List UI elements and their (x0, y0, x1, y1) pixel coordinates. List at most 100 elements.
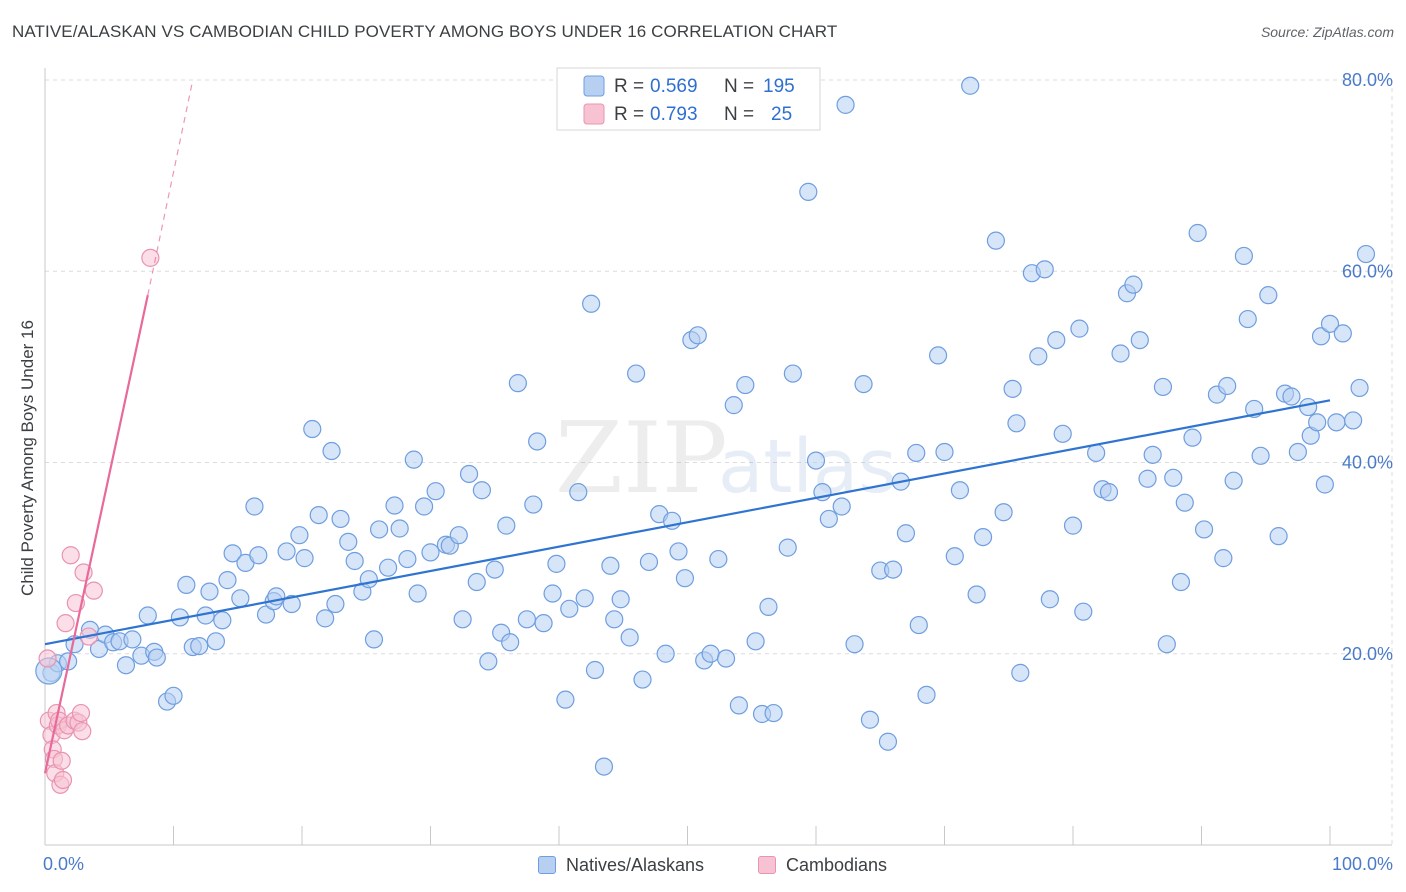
data-point-natives (854, 374, 873, 394)
data-point-natives (878, 732, 898, 751)
data-point-natives (316, 609, 335, 628)
data-point-natives (326, 594, 345, 614)
data-point-cambodians (53, 770, 73, 790)
data-point-natives (408, 584, 427, 603)
data-point-natives (1299, 397, 1318, 417)
x-tick-label: 100.0% (1332, 854, 1393, 874)
data-point-natives (1053, 424, 1072, 443)
legend-n-label-2: N = (724, 104, 754, 125)
legend-swatch-cambodians (758, 856, 776, 874)
data-point-natives (594, 757, 614, 776)
data-point-natives (1333, 324, 1352, 343)
data-point-natives (459, 464, 479, 484)
data-point-natives (746, 632, 765, 651)
data-point-natives (994, 503, 1013, 522)
data-point-natives (1311, 327, 1331, 346)
data-point-natives (245, 497, 264, 516)
data-point-natives (501, 633, 520, 652)
data-point-natives (582, 294, 601, 313)
y-tick-label: 80.0% (1342, 70, 1393, 90)
data-point-natives (472, 481, 491, 500)
data-point-natives (656, 644, 675, 663)
data-point-natives (421, 543, 440, 562)
data-point-natives (1063, 516, 1083, 535)
data-point-natives (404, 450, 423, 469)
chart-title: NATIVE/ALASKAN VS CAMBODIAN CHILD POVERT… (12, 22, 838, 41)
data-point-natives (1029, 347, 1048, 366)
data-point-natives (973, 527, 993, 547)
data-point-natives (845, 635, 864, 654)
data-point-natives (716, 649, 736, 668)
data-point-natives (832, 497, 851, 516)
data-point-natives (1047, 331, 1066, 350)
data-point-natives (479, 652, 498, 671)
data-point-natives (256, 605, 276, 624)
y-tick-label: 20.0% (1342, 644, 1393, 664)
data-point-natives (688, 326, 707, 345)
data-point-natives (1350, 378, 1369, 398)
data-point-natives (277, 542, 296, 561)
legend-swatch-blue (583, 75, 605, 97)
data-point-natives (724, 396, 743, 415)
data-point-natives (364, 630, 384, 649)
data-point-natives (282, 594, 301, 614)
data-point-natives (1130, 331, 1149, 350)
data-point-natives (1007, 414, 1026, 433)
legend-swatch-natives (538, 856, 556, 874)
data-point-natives (1214, 549, 1233, 568)
y-tick-labels: 20.0% 40.0% 60.0% 80.0% (1342, 70, 1393, 664)
data-point-natives (967, 585, 986, 604)
data-point-natives (1157, 635, 1176, 654)
data-point-cambodians (38, 649, 57, 668)
data-point-natives (1087, 443, 1106, 463)
data-point-natives (1153, 377, 1173, 397)
data-point-natives (1011, 663, 1030, 682)
data-point-natives (806, 451, 826, 470)
data-point-natives (1111, 344, 1130, 363)
data-point-natives (736, 375, 755, 395)
data-point-natives (385, 496, 404, 515)
data-point-natives (524, 495, 543, 514)
data-point-natives (1124, 275, 1143, 294)
data-point-natives (907, 443, 926, 463)
series-legend: Natives/Alaskans Cambodians (0, 852, 1406, 878)
data-point-natives (626, 364, 646, 383)
data-point-natives (836, 95, 855, 114)
data-point-natives (453, 610, 472, 629)
data-point-natives (147, 648, 166, 667)
trendline-natives (44, 399, 1331, 646)
data-point-natives (935, 442, 954, 462)
data-point-natives (1164, 468, 1183, 487)
legend-swatch-pink (583, 103, 605, 125)
legend-item-cambodians[interactable]: Cambodians (758, 852, 887, 878)
data-point-natives (883, 560, 903, 579)
data-point-natives (1259, 286, 1278, 305)
data-point-natives (605, 610, 624, 629)
legend-r-value-2: 0.793 (650, 104, 698, 125)
data-point-cambodians (61, 546, 80, 565)
data-point-natives (1003, 379, 1022, 398)
legend-n-value-2: 25 (771, 104, 792, 125)
data-point-natives (961, 76, 980, 95)
data-point-natives (359, 570, 378, 589)
data-point-natives (543, 584, 562, 603)
y-tick-label: 40.0% (1342, 453, 1393, 473)
x-tick-label: 0.0% (43, 854, 84, 874)
data-point-natives (1171, 572, 1191, 592)
data-point-natives (345, 551, 364, 571)
data-point-natives (759, 597, 778, 616)
legend-item-natives[interactable]: Natives/Alaskans (538, 852, 704, 878)
legend-label-cambodians: Cambodians (786, 854, 888, 875)
watermark: ZIP atlas (555, 402, 897, 516)
data-point-natives (339, 532, 358, 551)
data-point-natives (1188, 223, 1207, 243)
data-point-natives (860, 710, 880, 729)
data-point-natives (729, 696, 749, 715)
data-point-natives (1138, 469, 1157, 488)
data-point-natives (986, 231, 1006, 250)
data-point-natives (585, 660, 605, 680)
y-tick-label: 60.0% (1342, 261, 1393, 281)
data-point-natives (190, 636, 209, 656)
data-point-natives (309, 505, 328, 525)
